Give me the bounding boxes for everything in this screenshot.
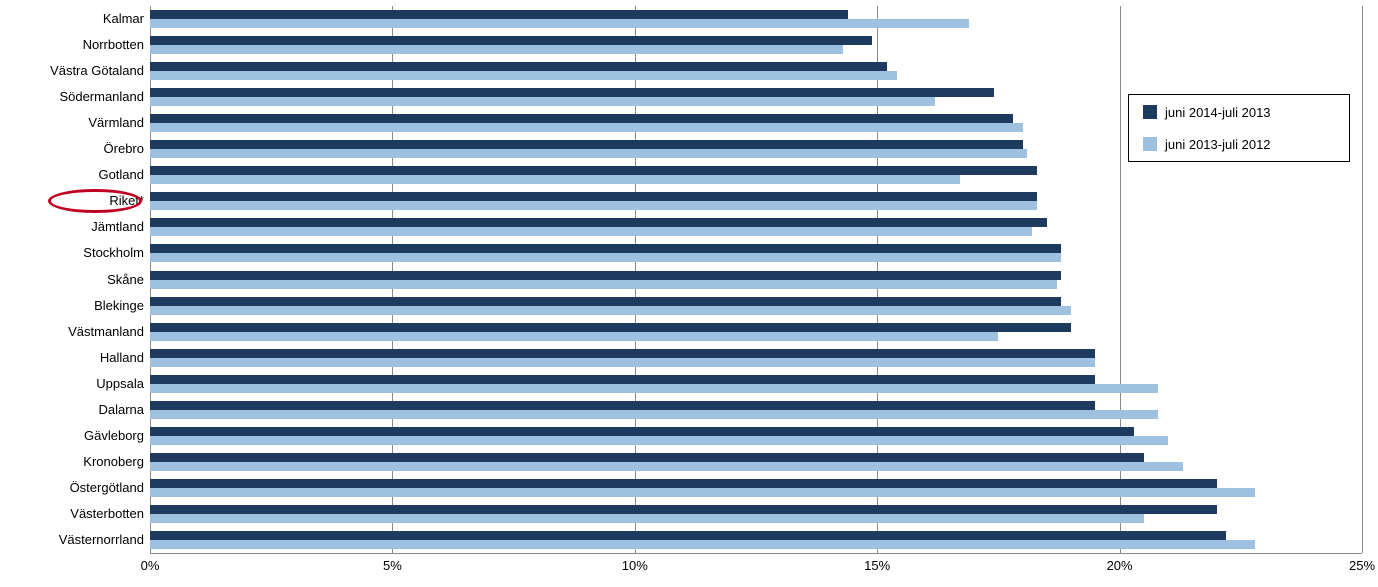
bar-s1 (150, 479, 1217, 488)
bar-s2 (150, 306, 1071, 315)
bar-s2 (150, 488, 1255, 497)
bar-s2 (150, 201, 1037, 210)
bar-s2 (150, 253, 1061, 262)
chart-container: juni 2014-juli 2013 juni 2013-juli 2012 0… (0, 0, 1378, 587)
bar-s2 (150, 175, 960, 184)
legend-item: juni 2014-juli 2013 (1143, 105, 1335, 119)
y-category-label: Stockholm (83, 246, 144, 259)
bar-s1 (150, 10, 848, 19)
y-category-label: Västernorrland (59, 533, 144, 546)
bar-s2 (150, 540, 1255, 549)
bar-s1 (150, 531, 1226, 540)
bar-s2 (150, 462, 1183, 471)
y-category-label: Västerbotten (70, 507, 144, 520)
bar-s1 (150, 62, 887, 71)
y-category-label: Kalmar (103, 12, 144, 25)
x-tick-label: 15% (864, 558, 890, 573)
y-category-label: Gotland (98, 168, 144, 181)
y-category-label: Skåne (107, 273, 144, 286)
bar-s1 (150, 36, 872, 45)
bar-s2 (150, 97, 935, 106)
bar-s1 (150, 401, 1095, 410)
bar-s2 (150, 514, 1144, 523)
legend: juni 2014-juli 2013 juni 2013-juli 2012 (1128, 94, 1350, 162)
y-category-label: Riket* (109, 194, 144, 207)
bar-s2 (150, 384, 1158, 393)
bar-s2 (150, 358, 1095, 367)
y-category-label: Uppsala (96, 377, 144, 390)
bar-s1 (150, 166, 1037, 175)
y-category-label: Dalarna (98, 403, 144, 416)
bar-s2 (150, 280, 1057, 289)
bar-s2 (150, 410, 1158, 419)
bar-s2 (150, 71, 897, 80)
y-category-label: Örebro (104, 142, 144, 155)
plot-area (150, 6, 1362, 554)
bar-s2 (150, 436, 1168, 445)
x-tick-label: 20% (1107, 558, 1133, 573)
bar-s1 (150, 244, 1061, 253)
bar-s1 (150, 192, 1037, 201)
bar-s1 (150, 271, 1061, 280)
bar-s2 (150, 332, 998, 341)
y-category-label: Halland (100, 351, 144, 364)
y-category-label: Västra Götaland (50, 64, 144, 77)
legend-swatch (1143, 105, 1157, 119)
y-category-label: Jämtland (91, 220, 144, 233)
bar-s2 (150, 149, 1027, 158)
bar-s1 (150, 323, 1071, 332)
bar-s1 (150, 375, 1095, 384)
y-category-label: Värmland (88, 116, 144, 129)
bar-s1 (150, 218, 1047, 227)
x-tick-label: 0% (141, 558, 160, 573)
legend-label: juni 2013-juli 2012 (1165, 138, 1271, 151)
bar-s1 (150, 297, 1061, 306)
x-gridline (1362, 6, 1363, 553)
bar-s2 (150, 227, 1032, 236)
bar-s1 (150, 88, 994, 97)
bar-s2 (150, 19, 969, 28)
legend-label: juni 2014-juli 2013 (1165, 106, 1271, 119)
y-category-label: Kronoberg (83, 455, 144, 468)
bar-s1 (150, 140, 1023, 149)
bar-s1 (150, 114, 1013, 123)
y-category-label: Norrbotten (83, 38, 144, 51)
legend-swatch (1143, 137, 1157, 151)
x-tick-label: 25% (1349, 558, 1375, 573)
bar-s2 (150, 123, 1023, 132)
y-category-label: Blekinge (94, 299, 144, 312)
y-category-label: Västmanland (68, 325, 144, 338)
bar-s1 (150, 505, 1217, 514)
y-category-label: Södermanland (59, 90, 144, 103)
y-category-label: Gävleborg (84, 429, 144, 442)
bar-s1 (150, 453, 1144, 462)
legend-item: juni 2013-juli 2012 (1143, 137, 1335, 151)
x-tick-label: 10% (622, 558, 648, 573)
bar-s2 (150, 45, 843, 54)
x-gridline (1120, 6, 1121, 553)
bar-s1 (150, 427, 1134, 436)
bar-s1 (150, 349, 1095, 358)
y-category-label: Östergötland (70, 481, 144, 494)
x-tick-label: 5% (383, 558, 402, 573)
